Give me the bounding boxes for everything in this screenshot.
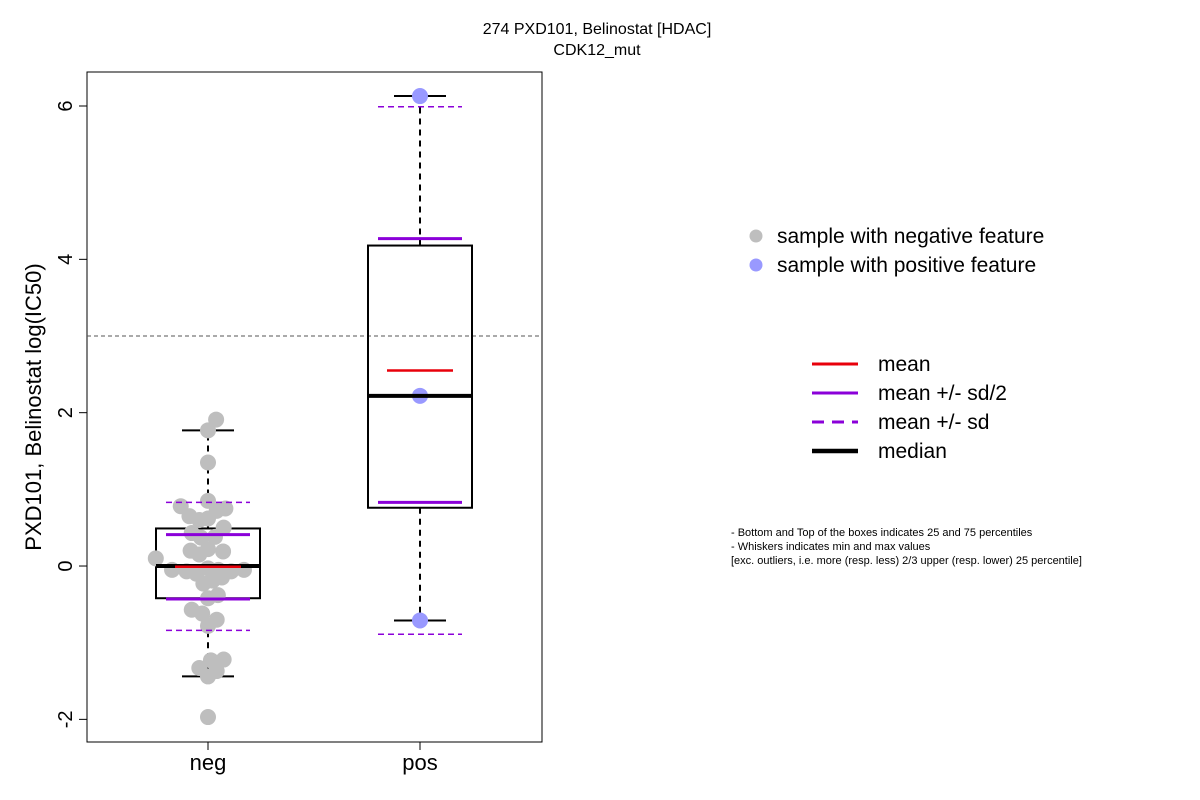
- positive-sample-point: [412, 88, 428, 105]
- y-tick-label: 4: [55, 254, 77, 265]
- chart-subtitle: CDK12_mut: [553, 42, 641, 59]
- plot-frame: [86, 71, 543, 743]
- negative-sample-point: [208, 411, 225, 428]
- negative-sample-point: [200, 709, 216, 726]
- negative-sample-point: [215, 543, 232, 560]
- y-tick-label: -2: [55, 710, 77, 728]
- legend-line-label: mean +/- sd: [878, 411, 989, 434]
- negative-sample-point: [193, 529, 210, 546]
- negative-sample-point: [194, 605, 211, 622]
- negative-sample-point: [200, 668, 216, 685]
- negative-sample-point: [213, 569, 230, 586]
- legend-lines: mean mean +/- sd/2 mean +/- sd median: [812, 353, 1007, 463]
- legend-line-label: mean: [878, 353, 931, 376]
- y-tick-label: 6: [55, 100, 77, 111]
- negative-sample-point: [215, 651, 232, 668]
- legend-point-label: sample with positive feature: [777, 254, 1036, 277]
- negative-sample-point: [200, 617, 216, 634]
- negative-sample-point: [206, 528, 223, 545]
- negative-sample-point: [200, 454, 216, 471]
- note-line: [exc. outliers, i.e. more (resp. less) 2…: [731, 555, 1082, 567]
- legend-point-marker: [749, 258, 763, 272]
- negative-sample-point: [209, 587, 226, 604]
- legend-line-label: mean +/- sd/2: [878, 382, 1007, 405]
- note-line: - Whiskers indicates min and max values: [731, 541, 931, 553]
- positive-sample-point: [412, 612, 428, 629]
- legend-point-label: sample with negative feature: [777, 225, 1044, 248]
- legend-points: sample with negative feature sample with …: [749, 225, 1044, 277]
- note-line: - Bottom and Top of the boxes indicates …: [731, 527, 1033, 539]
- negative-sample-point: [147, 550, 164, 567]
- notes: - Bottom and Top of the boxes indicates …: [731, 527, 1082, 567]
- chart-title: 274 PXD101, Belinostat [HDAC]: [483, 21, 712, 38]
- box: [367, 244, 473, 509]
- negative-sample-point: [200, 541, 216, 558]
- y-axis-label: PXD101, Belinostat log(IC50): [21, 263, 46, 550]
- y-tick-label: 2: [55, 407, 77, 418]
- negative-sample-point: [217, 500, 234, 517]
- x-tick-label: pos: [402, 750, 437, 775]
- y-tick-label: 0: [55, 560, 77, 571]
- legend-line-label: median: [878, 440, 947, 463]
- legend-point-marker: [749, 229, 763, 243]
- x-tick-label: neg: [190, 750, 227, 775]
